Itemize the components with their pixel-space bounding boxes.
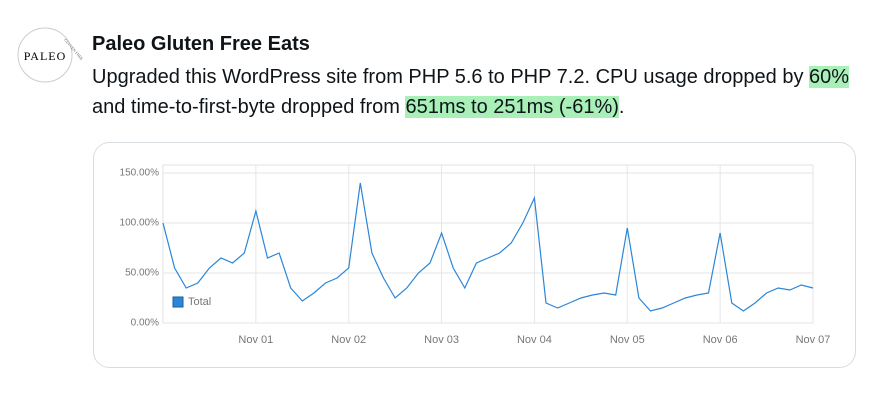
text: Upgraded this WordPress site from PHP 5.… — [92, 66, 810, 88]
text: and time-to-first-byte dropped from — [92, 96, 406, 118]
author[interactable]: Paleo Gluten Free Eats — [92, 33, 310, 55]
highlight: 60% — [809, 66, 850, 88]
x-tick-label: Nov 03 — [424, 334, 459, 346]
x-tick-label: Nov 07 — [796, 334, 831, 346]
text: . — [618, 96, 625, 118]
post-text: Upgraded this WordPress site from PHP 5.… — [92, 62, 862, 122]
avatar-circle — [17, 27, 73, 83]
y-tick-label: 0.00% — [131, 318, 159, 329]
y-tick-label: 50.00% — [125, 268, 159, 279]
avatar: PALEO GLUTEN FREE — [17, 27, 85, 83]
legend-swatch — [172, 296, 184, 308]
y-tick-label: 150.00% — [120, 168, 160, 179]
legend-label: Total — [188, 296, 211, 308]
x-tick-label: Nov 01 — [238, 334, 273, 346]
avatar-text: PALEO — [24, 49, 67, 63]
media-card — [93, 142, 856, 368]
x-tick-label: Nov 02 — [331, 334, 366, 346]
x-tick-label: Nov 05 — [610, 334, 645, 346]
y-tick-label: 100.00% — [120, 218, 160, 229]
highlight: 651ms to 251ms (-61%) — [405, 96, 619, 118]
x-tick-label: Nov 04 — [517, 334, 552, 346]
x-tick-label: Nov 06 — [703, 334, 738, 346]
line — [162, 182, 814, 312]
